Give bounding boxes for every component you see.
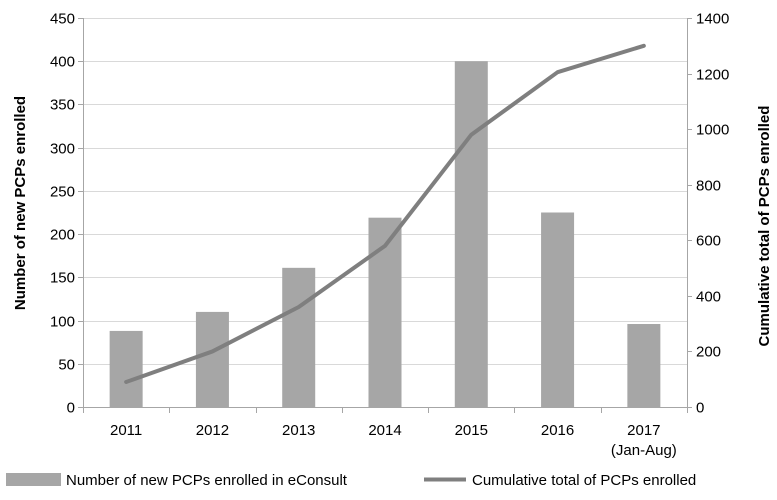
y-tick-label-right: 600 <box>696 233 721 250</box>
x-tick-sublabel: (Jan-Aug) <box>611 442 677 459</box>
legend-label-bar: Number of new PCPs enrolled in eConsult <box>66 472 348 489</box>
y-tick-label-right: 1200 <box>696 67 729 84</box>
grid <box>83 18 687 365</box>
bar-series <box>109 61 661 407</box>
legend-swatch-bar <box>6 473 61 486</box>
line-series <box>124 43 646 384</box>
y-tick-label-right: 1400 <box>696 11 729 28</box>
y-tick-label-left: 350 <box>50 97 75 114</box>
bar <box>282 267 316 407</box>
y-axis-left-title: Number of new PCPs enrolled <box>12 96 29 310</box>
x-tick-label: 2015 <box>455 422 488 439</box>
axes <box>78 18 692 413</box>
y-tick-label-right: 0 <box>696 400 704 417</box>
bar <box>109 330 143 407</box>
legend: Number of new PCPs enrolled in eConsult … <box>6 472 696 489</box>
y-tick-label-left: 150 <box>50 270 75 287</box>
y-tick-label-right: 1000 <box>696 122 729 139</box>
tick-labels: 0 50 100 150 200 250 300 350 400 450 0 200 400 600 800… <box>50 11 729 460</box>
x-tick-label: 2014 <box>368 422 401 439</box>
y-tick-label-left: 250 <box>50 184 75 201</box>
bar <box>541 212 575 407</box>
y-tick-label-left: 400 <box>50 54 75 71</box>
y-tick-label-left: 200 <box>50 227 75 244</box>
cumulative-line <box>124 43 646 384</box>
y-axis-right-title: Cumulative total of PCPs enrolled <box>756 106 773 347</box>
x-tick-label: 2011 <box>110 422 142 439</box>
y-tick-label-left: 100 <box>50 314 75 331</box>
y-tick-label-right: 800 <box>696 178 721 195</box>
bar <box>454 61 488 407</box>
y-tick-label-right: 400 <box>696 289 721 306</box>
bar <box>368 217 402 407</box>
x-tick-label: 2012 <box>196 422 229 439</box>
legend-label-line: Cumulative total of PCPs enrolled <box>472 472 696 489</box>
x-tick-label: 2017 <box>627 422 660 439</box>
bar <box>195 311 229 407</box>
y-tick-label-left: 450 <box>50 11 75 28</box>
x-tick-label: 2016 <box>541 422 574 439</box>
y-tick-label-left: 0 <box>67 400 75 417</box>
bar <box>627 324 661 407</box>
x-tick-label: 2013 <box>282 422 315 439</box>
y-tick-label-right: 200 <box>696 344 721 361</box>
y-tick-label-left: 50 <box>58 357 75 374</box>
y-tick-label-left: 300 <box>50 141 75 158</box>
